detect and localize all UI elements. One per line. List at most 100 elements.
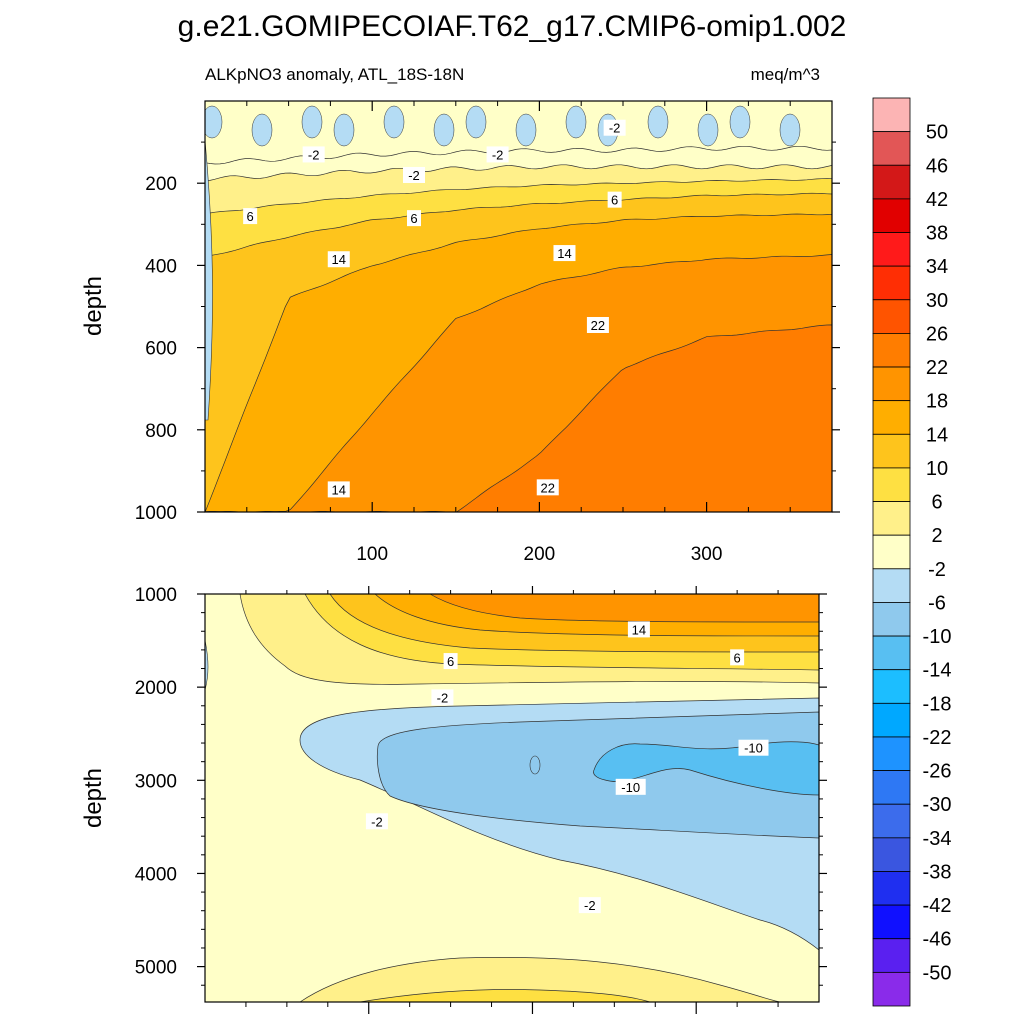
colorbar-label: -42 (923, 895, 952, 917)
subtitle-right: meq/m^3 (751, 65, 820, 84)
band-fill (529, 755, 541, 775)
colorbar-label: 30 (926, 290, 948, 312)
contour-label: 6 (247, 209, 254, 224)
contour-label-bg (627, 621, 650, 638)
colorbar-label: 10 (926, 458, 948, 480)
colorbar-label: 14 (926, 424, 948, 446)
colorbar-label: 18 (926, 391, 948, 413)
contour-label: 22 (591, 318, 605, 333)
lower-panel: 14 6 6 -2 -10 -10 -2 -2 1000 2000 3000 4000 5000 de… (80, 585, 827, 1014)
band-fill (205, 105, 223, 139)
colorbar-swatch (872, 400, 911, 435)
contour-label: 14 (332, 482, 346, 497)
band-fill (301, 105, 323, 139)
colorbar-label: 22 (926, 357, 948, 379)
colorbar-swatch (872, 534, 911, 570)
contour-label-bg (302, 146, 325, 163)
colorbar-swatch (872, 770, 911, 805)
contour-label-bg (365, 813, 388, 830)
colorbar-swatch (872, 299, 911, 334)
contour-label: -10 (621, 780, 640, 795)
colorbar-label: 46 (926, 155, 948, 177)
colorbar-swatch (872, 333, 911, 368)
colorbar-label: -38 (923, 861, 952, 883)
contour-label-bg (615, 778, 646, 795)
contour-label: 14 (632, 622, 646, 637)
colorbar-swatch (872, 602, 911, 637)
colorbar-swatch (872, 366, 911, 402)
contour-label-bg (553, 245, 576, 262)
band-fill (729, 105, 751, 139)
band-fill (433, 113, 455, 147)
y-tick-label: 4000 (135, 864, 177, 885)
contour-label: 14 (332, 252, 346, 267)
colorbar-swatch (872, 131, 911, 166)
colorbar-label: 50 (926, 122, 948, 144)
colorbar-label: -26 (923, 761, 952, 783)
colorbar-label: -14 (923, 660, 952, 682)
band-fill (205, 324, 832, 512)
colorbar-swatch (872, 198, 911, 233)
colorbar-swatch (872, 467, 911, 502)
lower-y-axis-label: depth (80, 768, 107, 828)
y-tick-label: 2000 (135, 678, 177, 699)
contour-label-bg (586, 316, 609, 333)
colorbar-swatch (872, 971, 911, 1007)
colorbar-swatch (872, 433, 911, 469)
band-fill (429, 594, 819, 623)
colorbar-swatch (872, 938, 911, 973)
colorbar-label: 38 (926, 223, 948, 245)
contour-label: 14 (557, 246, 571, 261)
colorbar-swatch (872, 265, 911, 301)
contour-label: 22 (541, 480, 555, 495)
contour-label: 6 (410, 211, 417, 226)
contour-label: -2 (437, 690, 449, 705)
contour-label: -10 (744, 741, 763, 756)
contour-label-bg (327, 481, 350, 498)
colorbar-label: -2 (928, 559, 946, 581)
y-tick-label: 1000 (135, 503, 177, 524)
colorbar-label: -6 (928, 592, 946, 614)
band-fill (383, 105, 405, 139)
colorbar-swatch (872, 164, 911, 200)
subtitle-left: ALKpNO3 anomaly, ATL_18S-18N (205, 65, 464, 84)
y-tick-label: 600 (145, 339, 177, 360)
colorbar-swatch (872, 669, 911, 704)
band-fill (333, 113, 355, 147)
band-fill (779, 113, 801, 147)
contour-label-bg (738, 739, 769, 756)
colorbar-label: -22 (923, 727, 952, 749)
figure-title: g.e21.GOMIPECOIAF.T62_g17.CMIP6-omip1.00… (178, 10, 847, 43)
colorbar-label: -46 (923, 929, 952, 951)
band-fill (697, 113, 719, 147)
band-fill (251, 113, 273, 147)
colorbar-swatch (872, 736, 911, 771)
contour-label-bg (443, 653, 458, 670)
colorbar-swatch (872, 97, 911, 133)
band-fill (465, 105, 487, 139)
contour-label: -2 (492, 147, 504, 162)
upper-contour-fill (205, 101, 832, 512)
y-tick-label: 800 (145, 421, 177, 442)
band-fill (565, 105, 587, 139)
colorbar-swatch (872, 702, 911, 738)
colorbar-label: -34 (923, 828, 952, 850)
contour-label: -2 (584, 898, 596, 913)
band-fill (205, 139, 213, 421)
contour-label: 6 (611, 193, 618, 208)
colorbar-swatch (872, 904, 911, 940)
colorbar-swatch (872, 568, 911, 603)
y-tick-label: 1000 (135, 585, 177, 606)
contour-label: -2 (609, 121, 621, 136)
upper-y-axis-label: depth (80, 276, 107, 336)
upper-axes: 200 400 600 800 1000 100 200 300 (135, 101, 840, 565)
colorbar-label: 6 (931, 492, 942, 514)
contour-label-bg (603, 119, 626, 136)
lower-axes: 1000 2000 3000 4000 5000 (135, 585, 827, 1014)
colorbar-swatch (872, 232, 911, 267)
lower-contour-fill (205, 594, 819, 1002)
band-fill (647, 105, 669, 139)
lower-plot-frame (204, 593, 820, 1003)
contour-label: -2 (308, 147, 320, 162)
